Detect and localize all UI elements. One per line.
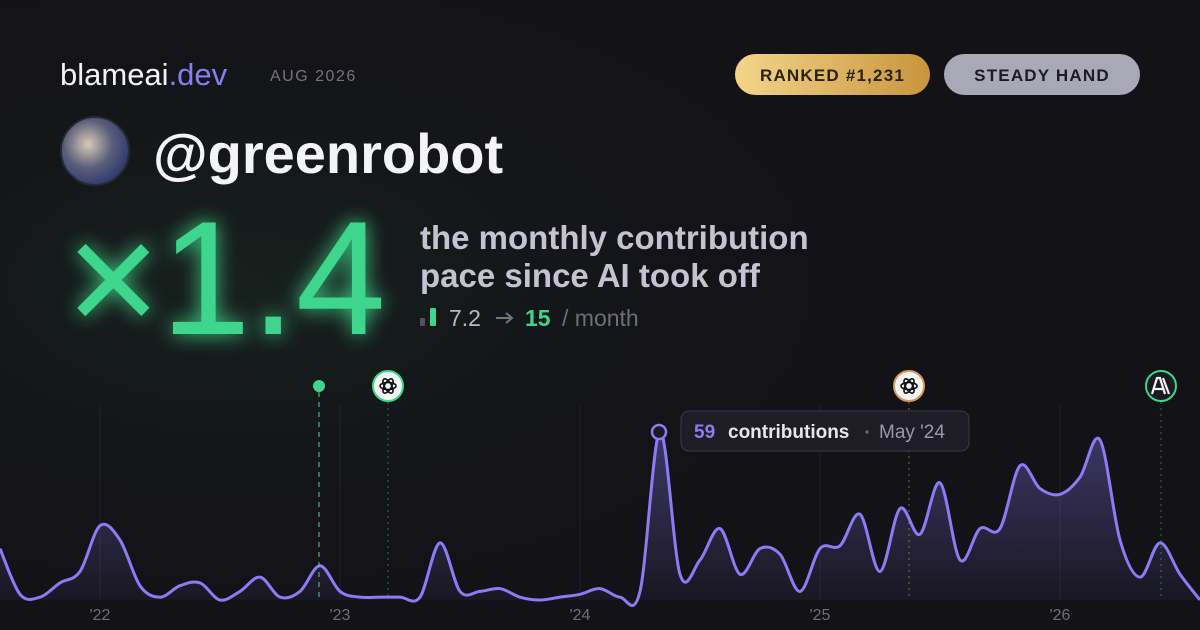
multiplier: ×1.4 [66, 188, 386, 369]
badge [735, 54, 930, 95]
badge-label: RANKED #1,231 [760, 66, 905, 85]
description: pace since AI took off [420, 257, 761, 294]
x-tick-label: '24 [570, 607, 591, 624]
avatar [60, 116, 130, 186]
brand-domain: .dev [169, 57, 228, 92]
badge-label: STEADY HAND [974, 66, 1110, 85]
x-tick-label: '26 [1050, 607, 1071, 624]
separator [865, 430, 869, 434]
mini-bar [430, 308, 436, 326]
anthropic-logo [1150, 376, 1171, 395]
chart: '22 '23 '24 '25 '26 [0, 405, 1200, 624]
line [0, 429, 1200, 607]
badge [944, 54, 1140, 95]
event-icon [372, 370, 404, 402]
x-tick-label: '25 [810, 607, 831, 624]
tooltip [680, 410, 970, 452]
tooltip-value: 59 [694, 422, 715, 443]
description: the monthly contribution [420, 219, 809, 256]
area [0, 431, 1200, 606]
brand-name: blameai [60, 57, 169, 92]
tooltip-date: May '24 [879, 422, 945, 443]
openai-logo [900, 378, 918, 394]
tooltip-point [650, 423, 668, 441]
openai-logo [379, 378, 397, 394]
event-icon [893, 370, 925, 402]
handle: @greenrobot [153, 122, 503, 185]
x-tick-label: '23 [330, 607, 351, 624]
before-value: 7.2 [449, 305, 481, 331]
tooltip-label: contributions [728, 422, 849, 443]
unit: / month [562, 305, 639, 331]
arrow [496, 312, 514, 324]
event-icon [1145, 370, 1177, 402]
after-value: 15 [525, 305, 551, 331]
mini-bar [420, 318, 425, 326]
event-dot [313, 380, 325, 392]
date: AUG 2026 [270, 68, 357, 85]
brand: blameai.dev [60, 57, 228, 92]
x-tick-label: '22 [90, 607, 111, 624]
